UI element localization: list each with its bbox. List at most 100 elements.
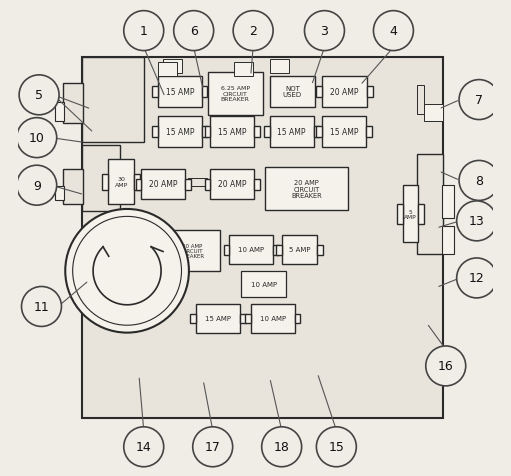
Bar: [254, 179, 260, 190]
Bar: [234, 62, 253, 77]
Bar: [276, 245, 282, 255]
Bar: [224, 245, 229, 255]
Text: 9: 9: [33, 179, 41, 192]
Circle shape: [459, 161, 499, 201]
Bar: [82, 146, 120, 212]
Text: 2: 2: [249, 25, 257, 38]
Bar: [134, 175, 140, 190]
Bar: [63, 169, 83, 205]
Bar: [366, 127, 371, 138]
Bar: [204, 127, 211, 138]
Circle shape: [124, 427, 164, 467]
Text: 10 AMP: 10 AMP: [260, 316, 286, 322]
Text: 30
AMP: 30 AMP: [114, 177, 128, 188]
Circle shape: [65, 209, 189, 333]
Text: 20 AMP
CIRCUIT
BREAKER: 20 AMP CIRCUIT BREAKER: [291, 179, 322, 198]
Text: 15 AMP: 15 AMP: [218, 128, 246, 137]
Bar: [135, 179, 142, 190]
Text: 1: 1: [140, 25, 148, 38]
Text: 12: 12: [469, 272, 484, 285]
Bar: [443, 186, 454, 219]
Bar: [55, 187, 64, 201]
Bar: [202, 87, 207, 98]
Bar: [443, 226, 454, 255]
Text: 15: 15: [329, 440, 344, 453]
Text: 10 AMP: 10 AMP: [238, 247, 264, 253]
Circle shape: [262, 427, 301, 467]
Circle shape: [305, 11, 344, 51]
Bar: [163, 60, 182, 74]
Circle shape: [316, 427, 356, 467]
Text: 10 AMP: 10 AMP: [251, 281, 277, 288]
Text: 18: 18: [274, 440, 290, 453]
Circle shape: [19, 76, 59, 116]
Bar: [165, 231, 220, 271]
Bar: [245, 314, 251, 324]
Bar: [158, 117, 202, 148]
Bar: [82, 58, 144, 143]
Text: 6: 6: [190, 25, 198, 38]
Text: 5
AMP: 5 AMP: [404, 209, 417, 219]
Circle shape: [21, 287, 61, 327]
Bar: [208, 73, 263, 116]
Text: 15 AMP: 15 AMP: [166, 128, 194, 137]
Text: 16: 16: [438, 360, 454, 373]
Text: 5 AMP: 5 AMP: [289, 247, 310, 253]
Text: 3: 3: [320, 25, 329, 38]
Bar: [294, 314, 300, 324]
Bar: [152, 127, 158, 138]
Text: 15 AMP: 15 AMP: [330, 128, 358, 137]
Circle shape: [459, 80, 499, 120]
Bar: [417, 155, 444, 255]
Bar: [264, 127, 270, 138]
Text: 20 AMP
CIRCUIT
BREAKER: 20 AMP CIRCUIT BREAKER: [180, 243, 205, 259]
Circle shape: [374, 11, 413, 51]
Bar: [418, 205, 424, 225]
Text: 20 AMP: 20 AMP: [331, 88, 359, 97]
Text: 7: 7: [475, 94, 483, 107]
Bar: [202, 127, 207, 138]
Bar: [417, 86, 424, 115]
Bar: [190, 314, 196, 324]
Text: 13: 13: [469, 215, 484, 228]
Bar: [82, 58, 444, 418]
Bar: [204, 179, 211, 190]
Text: 15 AMP: 15 AMP: [277, 128, 306, 137]
Bar: [322, 117, 366, 148]
Bar: [188, 178, 207, 187]
Bar: [63, 84, 83, 124]
Bar: [270, 60, 289, 74]
Text: 17: 17: [205, 440, 221, 453]
Circle shape: [457, 201, 497, 241]
Bar: [282, 236, 317, 264]
Text: 20 AMP: 20 AMP: [149, 180, 177, 189]
Text: 15 AMP: 15 AMP: [166, 88, 194, 97]
Bar: [317, 245, 323, 255]
Text: 15 AMP: 15 AMP: [205, 316, 231, 322]
Circle shape: [457, 258, 497, 298]
Circle shape: [17, 166, 57, 206]
Bar: [273, 245, 279, 255]
Bar: [158, 62, 177, 77]
Bar: [240, 314, 245, 324]
Text: 11: 11: [34, 300, 50, 313]
Bar: [403, 186, 418, 243]
Circle shape: [124, 11, 164, 51]
Bar: [270, 117, 314, 148]
Circle shape: [193, 427, 233, 467]
Bar: [142, 169, 185, 200]
Bar: [316, 87, 322, 98]
Bar: [265, 168, 348, 210]
Circle shape: [426, 346, 466, 386]
Bar: [322, 77, 367, 108]
Text: 5: 5: [35, 89, 43, 102]
Text: 20 AMP: 20 AMP: [218, 180, 246, 189]
Text: 10: 10: [29, 132, 44, 145]
Bar: [185, 179, 191, 190]
Bar: [196, 305, 240, 333]
Bar: [424, 105, 444, 122]
Text: 14: 14: [136, 440, 152, 453]
Bar: [102, 175, 108, 190]
Text: NOT
USED: NOT USED: [283, 86, 302, 98]
Bar: [158, 77, 202, 108]
